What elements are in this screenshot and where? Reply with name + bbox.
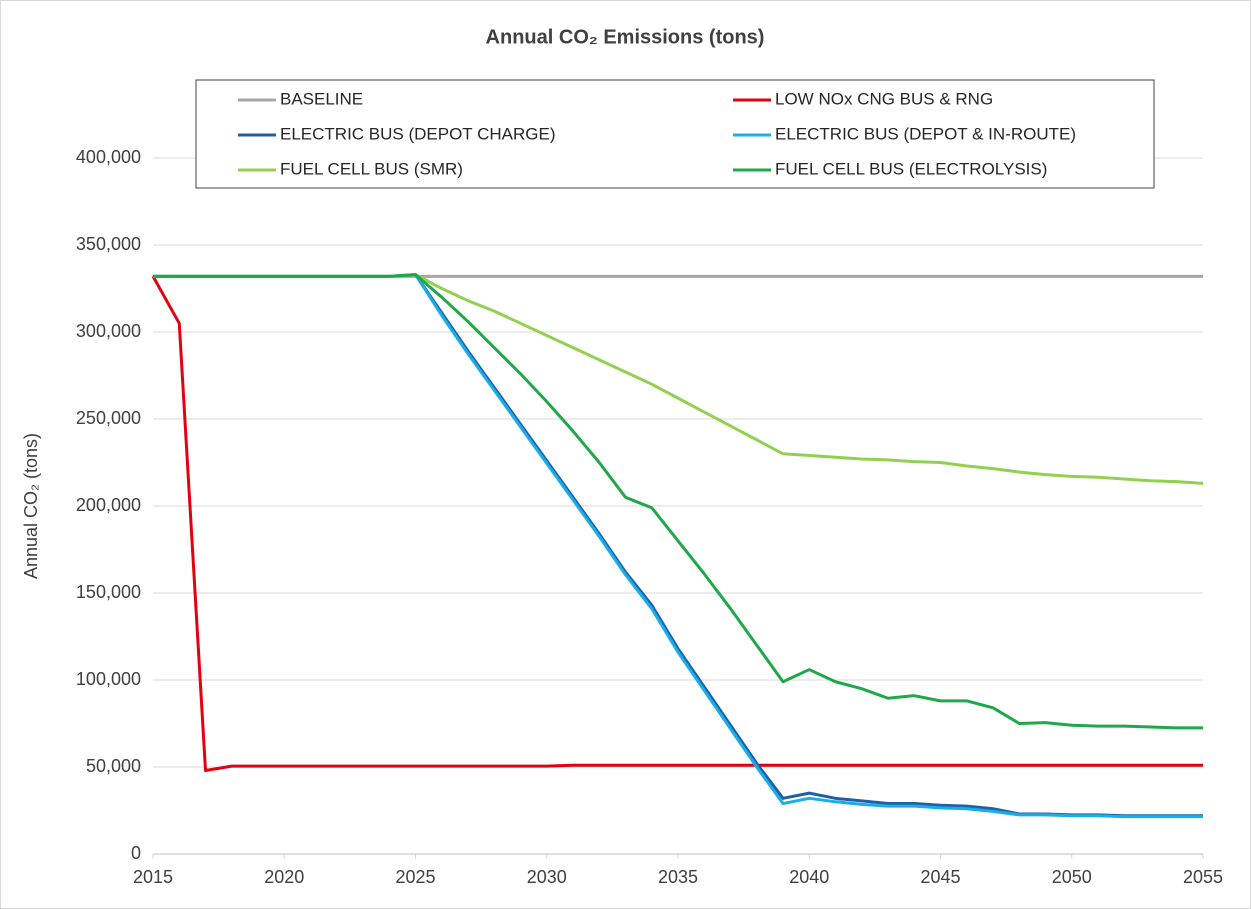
chart-title: Annual CO₂ Emissions (tons)	[486, 26, 765, 48]
legend-label: BASELINE	[280, 89, 363, 108]
y-tick-label: 100,000	[76, 669, 141, 689]
x-tick-label: 2035	[658, 867, 698, 887]
y-tick-label: 200,000	[76, 495, 141, 515]
legend-label: FUEL CELL BUS (ELECTROLYSIS)	[775, 159, 1047, 178]
x-tick-label: 2040	[789, 867, 829, 887]
y-tick-label: 0	[131, 843, 141, 863]
x-tick-label: 2045	[920, 867, 960, 887]
x-tick-label: 2030	[527, 867, 567, 887]
y-axis-label: Annual CO₂ (tons)	[21, 433, 41, 579]
legend-label: ELECTRIC BUS (DEPOT CHARGE)	[280, 124, 556, 143]
series-line	[153, 273, 1203, 730]
y-tick-label: 350,000	[76, 234, 141, 254]
x-tick-label: 2050	[1052, 867, 1092, 887]
legend-label: FUEL CELL BUS (SMR)	[280, 159, 463, 178]
x-tick-label: 2015	[133, 867, 173, 887]
series-line	[151, 275, 1203, 772]
x-tick-label: 2020	[264, 867, 304, 887]
x-tick-label: 2025	[395, 867, 435, 887]
y-tick-label: 300,000	[76, 321, 141, 341]
y-tick-label: 250,000	[76, 408, 141, 428]
y-tick-label: 400,000	[76, 147, 141, 167]
y-tick-label: 50,000	[86, 756, 141, 776]
legend-box	[195, 79, 1155, 189]
x-tick-label: 2055	[1183, 867, 1223, 887]
y-tick-label: 150,000	[76, 582, 141, 602]
legend-label: LOW NOx CNG BUS & RNG	[775, 89, 993, 108]
legend-label: ELECTRIC BUS (DEPOT & IN-ROUTE)	[775, 124, 1076, 143]
